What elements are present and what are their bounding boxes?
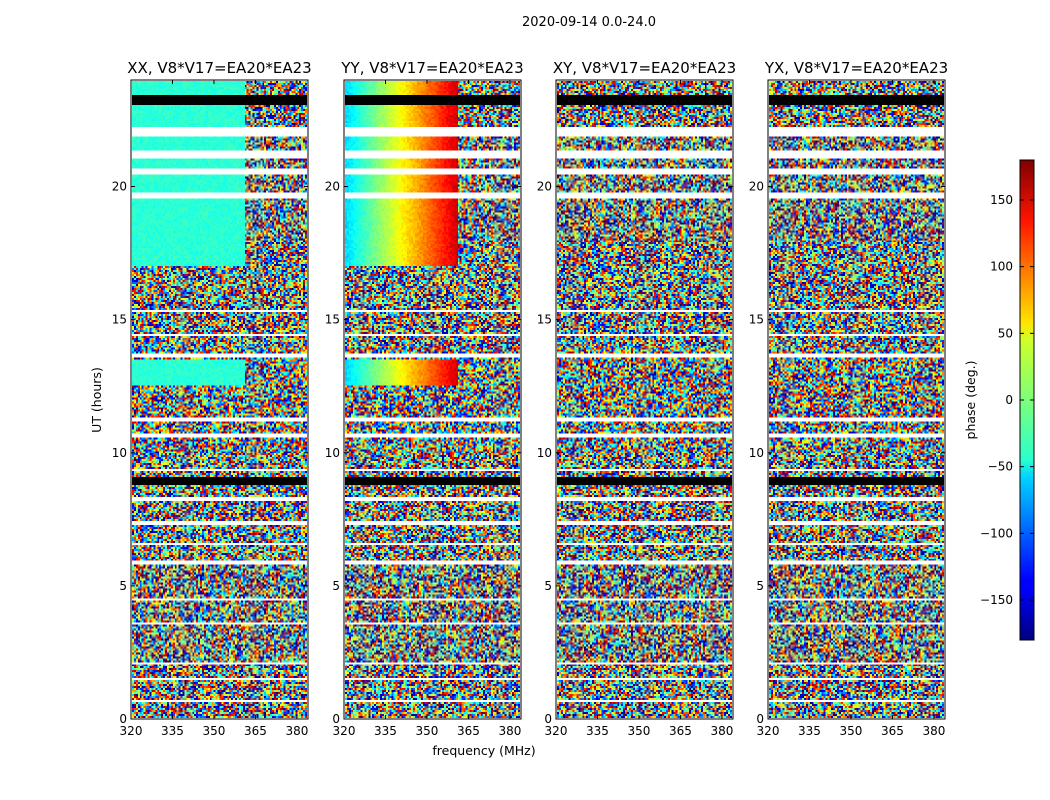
x-tick-label: 335 [374,724,397,738]
x-tick-label: 380 [285,724,308,738]
y-tick-label: 10 [537,446,552,460]
panel-xy: XY, V8*V17=EA20*EA23 320 335 350 365 380 0 5 1… [537,59,736,738]
x-tick-label: 380 [922,724,945,738]
panel-xx: XX, V8*V17=EA20*EA23 320 335 350 365 380 0 5 1… [112,59,312,738]
x-tick-label: 320 [333,724,356,738]
y-axis: 0 5 10 15 20 [537,180,733,726]
colorbar-tick-label: 100 [990,260,1013,274]
x-tick-label: 365 [881,724,904,738]
y-tick-label: 0 [544,712,552,726]
x-tick-label: 380 [710,724,733,738]
y-tick-label: 20 [537,180,552,194]
x-tick-label: 350 [628,724,651,738]
axes-frame [130,79,309,720]
y-tick-label: 15 [537,313,552,327]
colorbar-tick-label: −50 [988,460,1013,474]
x-tick-label: 350 [416,724,439,738]
panel-yy: YY, V8*V17=EA20*EA23 320 335 350 365 380 0 5 1… [325,59,524,738]
y-axis: 0 5 10 15 20 [112,180,308,726]
y-tick-label: 5 [332,579,340,593]
panel-title: XY, V8*V17=EA20*EA23 [553,59,736,77]
axes-frame [343,79,522,720]
x-tick-label: 335 [798,724,821,738]
x-tick-label: 350 [203,724,226,738]
x-tick-label: 365 [457,724,480,738]
x-axis: 320 335 350 365 380 [333,80,521,738]
y-tick-label: 0 [119,712,127,726]
colorbar: −150 −100 −50 0 50 100 150 phase (deg.) [963,159,1035,641]
panel-title: YX, V8*V17=EA20*EA23 [764,59,948,77]
axes-frame [767,79,946,720]
panel-title: XX, V8*V17=EA20*EA23 [127,59,311,77]
y-tick-label: 10 [749,446,764,460]
y-tick-label: 0 [332,712,340,726]
x-tick-label: 320 [757,724,780,738]
x-axis-label: frequency (MHz) [432,743,535,758]
y-tick-label: 20 [112,180,127,194]
x-axis: 320 335 350 365 380 [120,80,308,738]
x-tick-label: 320 [545,724,568,738]
phase-image [557,81,732,718]
figure-suptitle: 2020-09-14 0.0-24.0 [522,15,656,30]
x-tick-label: 380 [498,724,521,738]
y-tick-label: 5 [756,579,764,593]
x-tick-label: 350 [840,724,863,738]
panel-yx: YX, V8*V17=EA20*EA23 320 335 350 365 380 0 5 1… [749,59,948,738]
y-tick-label: 20 [749,180,764,194]
y-tick-label: 15 [749,313,764,327]
phase-image [345,81,520,718]
y-tick-label: 15 [325,313,340,327]
phase-image [769,81,944,718]
colorbar-tick-label: 50 [998,326,1013,340]
y-tick-label: 0 [756,712,764,726]
x-tick-label: 335 [586,724,609,738]
y-axis: 0 5 10 15 20 [749,180,945,726]
y-axis: 0 5 10 15 20 [325,180,521,726]
x-axis: 320 335 350 365 380 [545,80,733,738]
y-tick-label: 15 [112,313,127,327]
colorbar-ticks: −150 −100 −50 0 50 100 150 [980,193,1034,607]
x-tick-label: 365 [244,724,267,738]
panel-title: YY, V8*V17=EA20*EA23 [340,59,523,77]
colorbar-label: phase (deg.) [963,361,978,440]
y-tick-label: 20 [325,180,340,194]
y-tick-label: 5 [544,579,552,593]
y-tick-label: 10 [112,446,127,460]
x-tick-label: 335 [161,724,184,738]
axes-frame [555,79,734,720]
x-axis: 320 335 350 365 380 [757,80,945,738]
phase-image [132,81,307,718]
colorbar-tick-label: 0 [1005,393,1013,407]
y-axis-label: UT (hours) [89,367,104,433]
y-tick-label: 5 [119,579,127,593]
x-tick-label: 365 [669,724,692,738]
colorbar-tick-label: 150 [990,193,1013,207]
colorbar-tick-label: −150 [980,593,1013,607]
x-tick-label: 320 [120,724,143,738]
y-tick-label: 10 [325,446,340,460]
colorbar-tick-label: −100 [980,526,1013,540]
